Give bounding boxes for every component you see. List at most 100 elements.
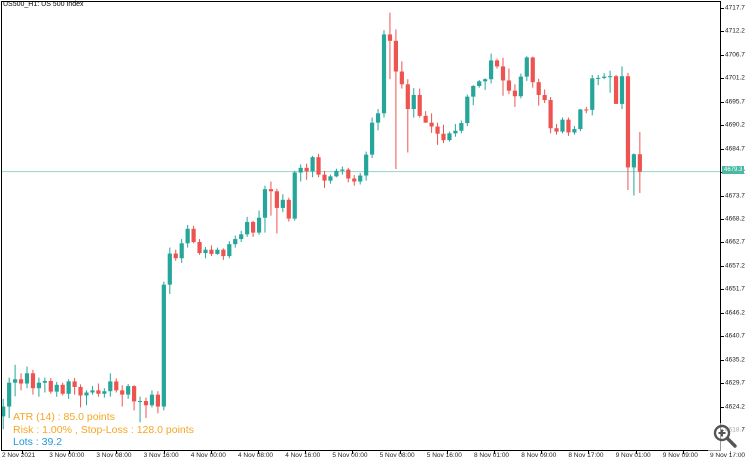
candle	[530, 56, 535, 88]
candle-body-bullish	[179, 243, 184, 259]
candle	[358, 172, 363, 185]
price-axis-label: 4640.7	[725, 332, 745, 340]
price-axis-label: 4646.2	[725, 309, 745, 317]
time-axis-tick	[588, 451, 590, 454]
candle-body-bearish	[566, 119, 571, 133]
time-axis-tick	[682, 451, 684, 454]
candle-body-bullish	[245, 221, 250, 235]
candle-body-bearish	[423, 115, 428, 123]
candle-body-bearish	[405, 84, 410, 110]
candle	[465, 94, 470, 127]
candle	[54, 381, 59, 397]
price-axis-label: 4668.2	[725, 215, 745, 223]
candle	[274, 188, 279, 234]
candle-body-bullish	[483, 79, 488, 82]
candle	[179, 239, 184, 263]
candle-body-bearish	[191, 228, 196, 243]
candle	[560, 117, 565, 134]
candle	[1, 398, 6, 430]
candle-body-bearish	[352, 178, 357, 182]
candle-body-bullish	[185, 228, 190, 244]
candle-body-bearish	[286, 199, 291, 219]
time-axis-tick	[258, 451, 259, 454]
candle-body-bearish	[304, 167, 309, 172]
candle-body-bullish	[24, 373, 30, 384]
time-axis-tick	[163, 451, 165, 454]
price-axis-tick	[721, 101, 724, 103]
candle-body-bullish	[370, 122, 375, 155]
candle-body-bearish	[60, 384, 65, 394]
candle	[30, 369, 36, 395]
candle	[608, 70, 613, 93]
candle	[155, 391, 160, 414]
candle-body-bullish	[364, 154, 369, 176]
time-axis-tick	[116, 451, 118, 454]
candle	[578, 109, 583, 132]
candle-body-bullish	[239, 234, 244, 240]
candle-body-bullish	[280, 199, 285, 208]
candle	[316, 153, 321, 178]
candle	[203, 247, 208, 259]
price-axis-label: 4673.7	[725, 192, 745, 200]
price-axis-label: 4706.7	[725, 51, 745, 59]
candle	[512, 84, 517, 107]
zoom-magnifier-icon[interactable]	[712, 423, 738, 454]
candle-body-bullish	[13, 379, 18, 383]
candle	[328, 174, 333, 184]
candle-body-bearish	[542, 94, 547, 101]
candle	[346, 167, 351, 183]
candle-body-bullish	[578, 109, 583, 130]
candle-body-bearish	[322, 174, 327, 181]
candle-body-bullish	[90, 390, 95, 393]
candle-body-bearish	[494, 60, 500, 67]
candle	[572, 126, 577, 135]
time-axis-label: 9 Nov 09:00	[662, 452, 698, 459]
time-axis-label: 5 Nov 16:00	[426, 452, 462, 459]
candle-body-bullish	[375, 113, 381, 123]
price-axis-label: 4717.7	[725, 4, 745, 12]
candle-body-bearish	[435, 126, 440, 134]
candle	[489, 53, 494, 84]
current-price-tag: 4679.3	[722, 166, 745, 174]
candle-body-bearish	[393, 40, 398, 72]
candle	[251, 220, 256, 237]
candle-body-bullish	[572, 129, 577, 133]
price-axis-tick	[721, 359, 724, 361]
price-axis-label: 4657.2	[725, 262, 745, 270]
price-axis-tick	[721, 242, 724, 244]
price-axis-label: 4629.7	[725, 379, 745, 387]
position-size-indicator: ATR (14) : 85.0 points Risk : 1.00% , St…	[13, 411, 194, 449]
candle-body-bullish	[149, 394, 155, 406]
candle	[239, 230, 244, 243]
candle-body-bullish	[227, 244, 232, 257]
time-axis-label: 9 Nov 01:00	[615, 452, 651, 459]
candle-body-bullish	[358, 175, 363, 182]
candle-body-bearish	[48, 380, 53, 392]
candle	[619, 66, 625, 110]
candle	[102, 388, 107, 398]
candle-body-bearish	[155, 394, 160, 407]
candle-body-bullish	[477, 81, 482, 87]
time-axis-tick	[494, 451, 495, 454]
atr-label: ATR (14) : 85.0 points	[13, 411, 115, 423]
candle-body-bearish	[500, 66, 506, 81]
candle-body-bullish	[602, 76, 607, 78]
candle-body-bearish	[387, 34, 393, 41]
candle-body-bullish	[631, 154, 636, 168]
candle	[13, 364, 18, 397]
candle	[96, 383, 101, 397]
candle-body-bearish	[18, 379, 24, 384]
candle-body-bearish	[30, 373, 36, 389]
zoom-button[interactable]	[708, 423, 742, 453]
candle	[66, 379, 71, 399]
candle	[631, 153, 636, 196]
candle	[447, 131, 452, 142]
candle-body-bullish	[54, 384, 59, 392]
candle-body-bearish	[132, 386, 137, 402]
risk-stoploss-label: Risk : 1.00% , Stop-Loss : 128.0 points	[13, 423, 194, 436]
candle	[411, 88, 416, 118]
candle-body-bearish	[120, 390, 125, 395]
candle-body-bullish	[215, 249, 220, 254]
